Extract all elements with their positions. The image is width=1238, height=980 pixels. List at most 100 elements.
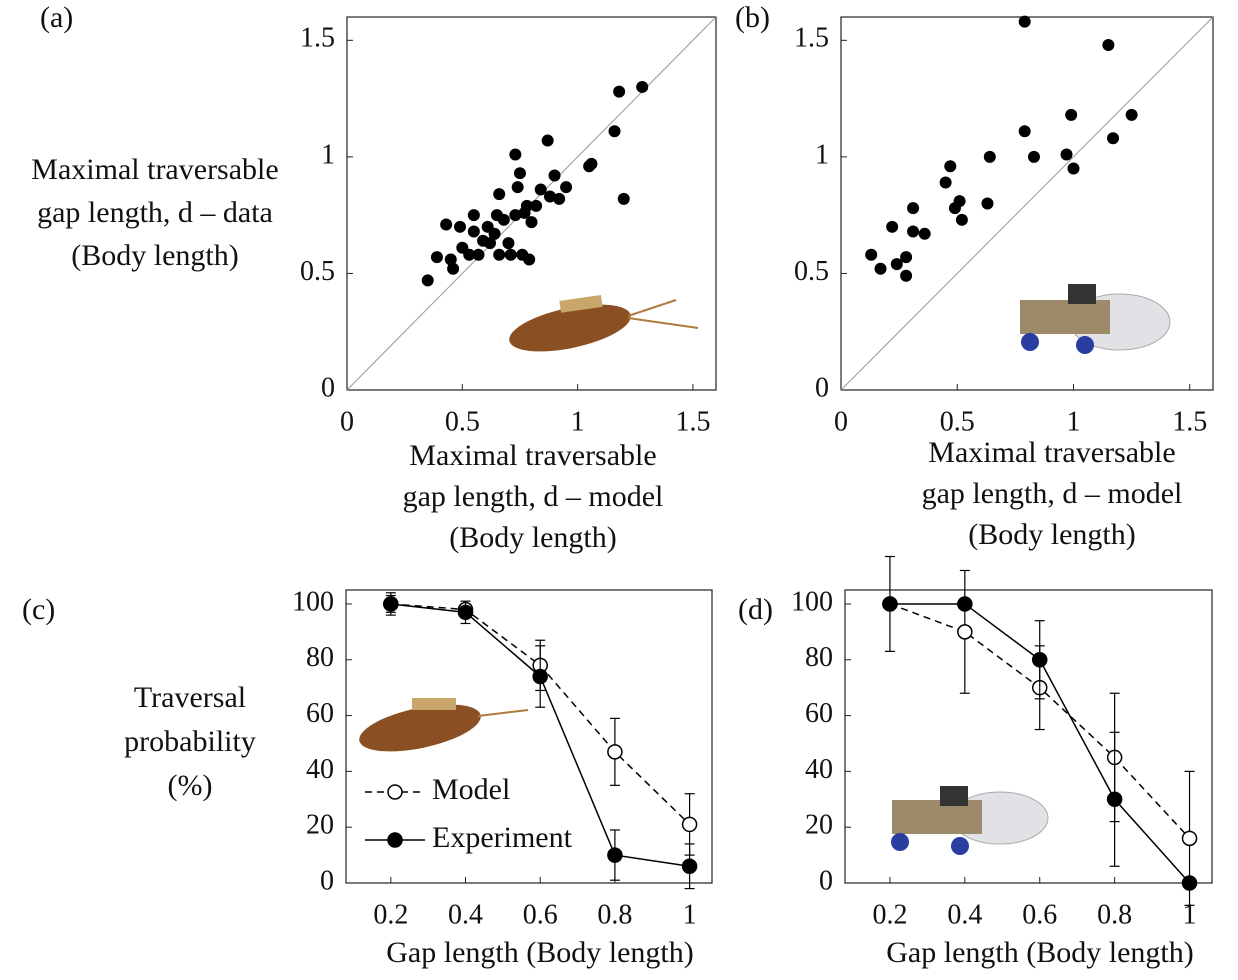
data-point bbox=[1181, 830, 1198, 847]
y-tick-label: 20 bbox=[306, 810, 334, 841]
cockroach-image-c bbox=[359, 698, 529, 752]
panel-label: (d) bbox=[738, 593, 773, 626]
x-tick-label: 1 bbox=[1067, 406, 1081, 437]
data-point bbox=[523, 253, 536, 266]
y-tick-label: 1.5 bbox=[794, 23, 829, 54]
x-tick-label: 1.5 bbox=[675, 406, 710, 437]
data-point bbox=[900, 251, 913, 264]
x-tick-label: 0.4 bbox=[448, 899, 483, 930]
x-axis-label: Maximal traversable bbox=[409, 439, 656, 472]
data-point bbox=[447, 262, 460, 275]
y-tick-label: 1 bbox=[321, 139, 335, 170]
data-point bbox=[560, 181, 573, 194]
x-tick-label: 0.8 bbox=[597, 899, 632, 930]
data-point bbox=[543, 190, 556, 203]
data-point bbox=[681, 858, 698, 875]
data-point bbox=[1027, 150, 1040, 163]
data-point bbox=[865, 248, 878, 261]
panel-label: (b) bbox=[735, 1, 770, 34]
x-axis-label: Gap length (Body length) bbox=[886, 936, 1193, 969]
data-point bbox=[1065, 108, 1078, 121]
data-point bbox=[918, 227, 931, 240]
data-point bbox=[483, 237, 496, 250]
x-axis-label: Gap length (Body length) bbox=[386, 936, 693, 969]
y-axis-label: Traversal bbox=[134, 681, 246, 714]
x-tick-label: 0.6 bbox=[1022, 899, 1057, 930]
x-tick-label: 0.2 bbox=[872, 899, 907, 930]
data-point bbox=[472, 248, 485, 261]
y-axis-label: gap length, d – data bbox=[37, 196, 273, 229]
data-point bbox=[981, 197, 994, 210]
y-tick-label: 60 bbox=[306, 698, 334, 729]
data-point bbox=[890, 258, 903, 271]
data-point bbox=[493, 248, 506, 261]
data-point bbox=[534, 183, 547, 196]
data-point bbox=[953, 195, 966, 208]
data-point bbox=[900, 269, 913, 282]
data-point bbox=[513, 167, 526, 180]
data-point bbox=[509, 209, 522, 222]
x-tick-label: 0.4 bbox=[947, 899, 982, 930]
data-point bbox=[463, 248, 476, 261]
x-tick-label: 0 bbox=[340, 406, 354, 437]
panel-label: (c) bbox=[22, 593, 55, 626]
x-tick-label: 0.8 bbox=[1097, 899, 1132, 930]
y-tick-label: 60 bbox=[805, 698, 833, 729]
data-point bbox=[541, 134, 554, 147]
y-axis-label: Maximal traversable bbox=[31, 153, 278, 186]
data-point bbox=[1107, 132, 1120, 145]
x-tick-label: 0.5 bbox=[940, 406, 975, 437]
data-point bbox=[1102, 38, 1115, 51]
identity-line bbox=[840, 16, 1214, 391]
data-point bbox=[944, 160, 957, 173]
data-point bbox=[497, 213, 510, 226]
x-axis-label: gap length, d – model bbox=[403, 480, 664, 513]
plot-frame bbox=[844, 589, 1213, 884]
data-point bbox=[1125, 108, 1138, 121]
y-tick-label: 0.5 bbox=[794, 256, 829, 287]
data-point bbox=[907, 202, 920, 215]
data-point bbox=[607, 744, 623, 760]
y-tick-label: 40 bbox=[805, 754, 833, 785]
y-axis-label: (Body length) bbox=[71, 239, 238, 272]
y-tick-label: 0 bbox=[815, 372, 829, 403]
y-axis-label: (%) bbox=[168, 769, 213, 802]
x-tick-label: 0 bbox=[834, 406, 848, 437]
data-point bbox=[1106, 791, 1123, 808]
y-tick-label: 100 bbox=[292, 586, 334, 617]
legend-label: Experiment bbox=[432, 821, 573, 854]
data-point bbox=[607, 847, 623, 863]
data-point bbox=[444, 253, 457, 266]
data-point bbox=[907, 225, 920, 238]
plot-frame bbox=[345, 589, 713, 884]
data-point bbox=[511, 181, 524, 194]
robot-image-d bbox=[891, 786, 1049, 855]
data-point bbox=[955, 213, 968, 226]
y-tick-label: 80 bbox=[805, 642, 833, 673]
data-point bbox=[532, 668, 548, 685]
data-point bbox=[553, 192, 566, 205]
data-point bbox=[548, 169, 561, 182]
data-point bbox=[454, 220, 467, 233]
cockroach-image-a bbox=[509, 294, 699, 352]
y-tick-label: 0.5 bbox=[300, 256, 335, 287]
y-tick-label: 1.5 bbox=[300, 23, 335, 54]
data-point bbox=[509, 148, 522, 161]
legend-marker bbox=[387, 832, 403, 848]
data-point bbox=[502, 237, 515, 250]
data-point bbox=[585, 157, 598, 170]
y-axis-label: probability bbox=[124, 725, 256, 758]
data-point bbox=[525, 216, 538, 229]
x-axis-label: gap length, d – model bbox=[922, 477, 1183, 510]
data-point bbox=[608, 125, 621, 138]
panel-label: (a) bbox=[40, 1, 73, 34]
data-point bbox=[530, 199, 543, 212]
data-point bbox=[440, 218, 453, 231]
data-point bbox=[421, 274, 434, 287]
x-tick-label: 1 bbox=[683, 899, 697, 930]
y-tick-label: 40 bbox=[306, 754, 334, 785]
data-point bbox=[636, 80, 649, 93]
data-point bbox=[1031, 652, 1048, 668]
x-axis-label: (Body length) bbox=[449, 521, 616, 554]
